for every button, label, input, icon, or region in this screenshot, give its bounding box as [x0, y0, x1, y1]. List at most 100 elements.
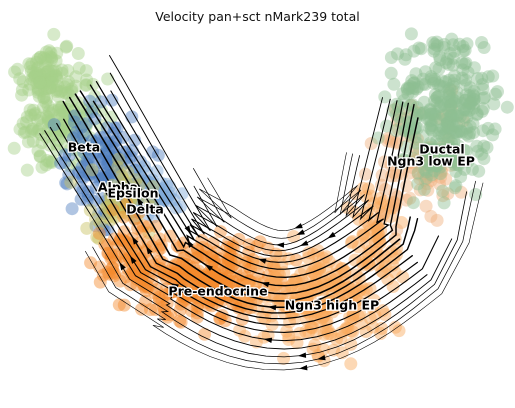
cell-point: [51, 79, 65, 93]
cell-point: [42, 73, 56, 87]
cluster-label: Delta: [126, 202, 164, 217]
cell-point: [417, 106, 431, 120]
cell-point: [43, 81, 57, 95]
cell-point: [11, 62, 24, 76]
cell-point: [406, 196, 420, 210]
cell-point: [45, 76, 59, 90]
cell-point: [445, 32, 459, 46]
cell-point: [428, 159, 442, 173]
cell-point: [244, 285, 258, 299]
cell-point: [25, 57, 39, 71]
cell-point: [446, 119, 460, 133]
cell-point: [60, 39, 74, 53]
cell-point: [282, 301, 296, 315]
cell-point: [453, 37, 467, 51]
cell-point: [407, 76, 421, 90]
cell-point: [476, 124, 490, 138]
cell-point: [46, 64, 60, 78]
cell-point: [125, 187, 139, 201]
cell-point: [439, 75, 453, 89]
stream-arrow: [296, 229, 305, 236]
stream-arrow: [257, 258, 267, 264]
cell-point: [76, 141, 90, 154]
cell-point: [97, 223, 111, 237]
cell-point: [439, 56, 453, 70]
cell-point: [443, 150, 457, 164]
cell-point: [416, 154, 430, 168]
cell-point: [128, 262, 142, 276]
cell-point: [476, 82, 490, 96]
cell-point: [458, 73, 472, 87]
cluster-label: Ngn3 low EP: [387, 154, 475, 169]
cell-point: [44, 81, 58, 94]
cell-point: [419, 65, 432, 79]
cell-point: [419, 199, 433, 213]
cell-point: [69, 70, 83, 84]
cell-point: [195, 249, 209, 263]
cell-point: [269, 271, 283, 285]
cell-point: [454, 170, 468, 184]
cell-point: [80, 73, 94, 87]
cell-point: [424, 123, 438, 137]
cell-point: [50, 72, 64, 86]
cell-point: [412, 141, 426, 155]
cell-point: [430, 90, 444, 104]
cell-point: [265, 256, 279, 270]
cell-point: [428, 112, 442, 126]
cell-point: [448, 158, 461, 172]
cell-point: [432, 149, 446, 163]
cell-point: [198, 327, 212, 341]
cell-point: [467, 101, 481, 115]
cell-point: [205, 292, 219, 306]
cell-point: [113, 274, 127, 288]
cell-point: [395, 156, 409, 170]
cell-point: [79, 78, 93, 92]
cell-point: [425, 169, 439, 183]
cell-point: [467, 93, 481, 107]
cell-point: [440, 112, 454, 126]
cell-point: [33, 76, 47, 90]
cell-point: [391, 47, 404, 61]
cell-point: [434, 164, 448, 178]
cell-point: [62, 148, 76, 162]
cell-point: [413, 183, 427, 197]
cell-point: [408, 122, 422, 136]
cell-point: [403, 191, 417, 205]
cell-point: [413, 160, 427, 173]
cell-point: [159, 271, 173, 285]
cell-point: [441, 84, 455, 98]
cell-point: [421, 146, 435, 160]
cell-point: [271, 295, 285, 309]
cell-point: [363, 282, 377, 295]
cell-point: [452, 124, 466, 138]
cell-point: [425, 118, 439, 132]
cluster-label: Alpha: [98, 180, 138, 195]
cell-point: [321, 323, 335, 337]
cell-point: [280, 301, 294, 315]
cell-point: [452, 98, 465, 112]
cell-point: [434, 142, 448, 156]
cell-point: [35, 136, 49, 150]
cell-point: [417, 183, 431, 196]
cell-point: [81, 189, 95, 202]
cell-point: [387, 195, 401, 209]
cell-point: [487, 97, 501, 111]
streamline: [56, 122, 418, 326]
cell-point: [440, 116, 454, 130]
cell-point: [306, 321, 320, 335]
streamline: [193, 153, 362, 239]
cell-point: [420, 112, 434, 126]
cell-point: [116, 172, 130, 186]
cell-point: [250, 239, 264, 253]
cell-point: [20, 110, 34, 124]
cell-point: [34, 84, 48, 98]
cell-point: [430, 96, 444, 110]
cell-point: [472, 164, 486, 178]
cell-point: [41, 113, 55, 127]
cell-point: [66, 117, 80, 131]
cell-point: [224, 261, 238, 275]
cell-point: [457, 114, 471, 128]
cell-point: [49, 137, 63, 151]
cell-point: [450, 109, 464, 123]
cell-point: [440, 116, 454, 130]
